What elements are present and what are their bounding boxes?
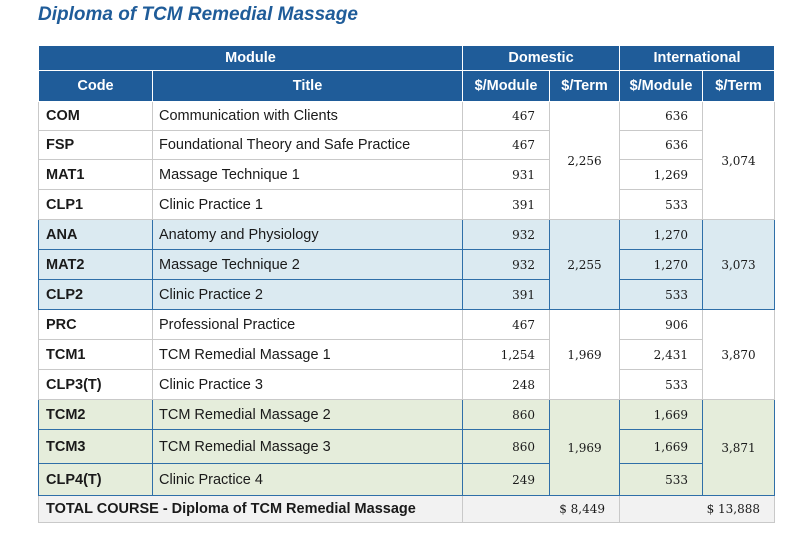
module-code: CLP2 — [38, 279, 153, 310]
total-label: TOTAL COURSE - Diploma of TCM Remedial M… — [38, 495, 463, 523]
international-per-module: 533 — [619, 369, 703, 400]
international-per-module: 636 — [619, 101, 703, 131]
module-title: TCM Remedial Massage 1 — [152, 339, 463, 370]
module-title: TCM Remedial Massage 3 — [152, 429, 463, 464]
domestic-per-term: 1,969 — [549, 309, 620, 400]
international-per-term-header: $/Term — [702, 70, 775, 102]
international-header: International — [619, 45, 775, 71]
international-per-module: 1,270 — [619, 219, 703, 250]
domestic-per-module: 391 — [462, 189, 550, 220]
page-title: Diploma of TCM Remedial Massage — [38, 4, 358, 25]
domestic-per-module: 467 — [462, 309, 550, 340]
domestic-per-module-header: $/Module — [462, 70, 550, 102]
module-title: Clinic Practice 2 — [152, 279, 463, 310]
domestic-per-term: 1,969 — [549, 399, 620, 496]
table-row: CLP2 Clinic Practice 2 391 533 — [38, 279, 775, 310]
international-per-module: 533 — [619, 279, 703, 310]
domestic-per-module: 860 — [462, 429, 550, 464]
table-row: CLP4(T) Clinic Practice 4 249 533 — [38, 463, 775, 496]
module-title: TCM Remedial Massage 2 — [152, 399, 463, 430]
module-title: Massage Technique 2 — [152, 249, 463, 280]
table-row: FSP Foundational Theory and Safe Practice… — [38, 130, 775, 160]
domestic-per-module: 932 — [462, 219, 550, 250]
domestic-per-module: 467 — [462, 130, 550, 160]
international-per-module: 636 — [619, 130, 703, 160]
international-per-module: 2,431 — [619, 339, 703, 370]
module-code: CLP4(T) — [38, 463, 153, 496]
international-per-term: 3,871 — [702, 399, 775, 496]
table-row: TCM2 TCM Remedial Massage 2 860 1,969 1,669 3… — [38, 399, 775, 496]
module-title: Clinic Practice 4 — [152, 463, 463, 496]
international-per-module: 1,269 — [619, 159, 703, 190]
module-code: CLP3(T) — [38, 369, 153, 400]
international-per-module: 1,669 — [619, 399, 703, 430]
international-per-module: 1,270 — [619, 249, 703, 280]
table-row: TCM3 TCM Remedial Massage 3 860 1,669 — [38, 429, 775, 464]
international-per-module: 906 — [619, 309, 703, 340]
module-code: COM — [38, 101, 153, 131]
domestic-header: Domestic — [462, 45, 620, 71]
domestic-per-module: 391 — [462, 279, 550, 310]
fees-table: Module Domestic International Code Title… — [38, 45, 775, 523]
table-row: TCM1 TCM Remedial Massage 1 1,254 2,431 — [38, 339, 775, 370]
module-code: MAT2 — [38, 249, 153, 280]
total-international: $ 13,888 — [619, 495, 775, 523]
domestic-per-term: 2,256 — [549, 101, 620, 220]
module-code: PRC — [38, 309, 153, 340]
domestic-per-module: 932 — [462, 249, 550, 280]
domestic-per-module: 249 — [462, 463, 550, 496]
domestic-per-module: 467 — [462, 101, 550, 131]
table-row: CLP1 Clinic Practice 1 391 533 — [38, 189, 775, 220]
table-row: PRC Professional Practice 467 1,969 906 3,870 — [38, 309, 775, 400]
title-header: Title — [152, 70, 463, 102]
module-title: Foundational Theory and Safe Practice — [152, 130, 463, 160]
domestic-per-module: 931 — [462, 159, 550, 190]
fees-body: COM Communication with Clients 467 2,256 636… — [38, 101, 775, 523]
total-row: TOTAL COURSE - Diploma of TCM Remedial M… — [38, 495, 775, 523]
domestic-per-module: 860 — [462, 399, 550, 430]
module-code: MAT1 — [38, 159, 153, 190]
total-domestic: $ 8,449 — [462, 495, 620, 523]
module-title: Massage Technique 1 — [152, 159, 463, 190]
module-code: TCM2 — [38, 399, 153, 430]
code-header: Code — [38, 70, 153, 102]
international-per-module: 1,669 — [619, 429, 703, 464]
module-code: FSP — [38, 130, 153, 160]
international-per-term: 3,073 — [702, 219, 775, 310]
table-row: MAT2 Massage Technique 2 932 1,270 — [38, 249, 775, 280]
international-per-module-header: $/Module — [619, 70, 703, 102]
module-title: Communication with Clients — [152, 101, 463, 131]
domestic-per-module: 1,254 — [462, 339, 550, 370]
module-header: Module — [38, 45, 463, 71]
module-code: TCM3 — [38, 429, 153, 464]
international-per-term: 3,074 — [702, 101, 775, 220]
international-per-module: 533 — [619, 463, 703, 496]
table-row: COM Communication with Clients 467 2,256 636… — [38, 101, 775, 220]
module-title: Anatomy and Physiology — [152, 219, 463, 250]
module-code: CLP1 — [38, 189, 153, 220]
domestic-per-term: 2,255 — [549, 219, 620, 310]
table-row: ANA Anatomy and Physiology 932 2,255 1,270 3,… — [38, 219, 775, 310]
module-code: ANA — [38, 219, 153, 250]
table-row: MAT1 Massage Technique 1 931 1,269 — [38, 159, 775, 190]
domestic-per-term-header: $/Term — [549, 70, 620, 102]
international-per-term: 3,870 — [702, 309, 775, 400]
module-title: Clinic Practice 3 — [152, 369, 463, 400]
module-code: TCM1 — [38, 339, 153, 370]
module-title: Clinic Practice 1 — [152, 189, 463, 220]
international-per-module: 533 — [619, 189, 703, 220]
module-title: Professional Practice — [152, 309, 463, 340]
table-row: CLP3(T) Clinic Practice 3 248 533 — [38, 369, 775, 400]
domestic-per-module: 248 — [462, 369, 550, 400]
